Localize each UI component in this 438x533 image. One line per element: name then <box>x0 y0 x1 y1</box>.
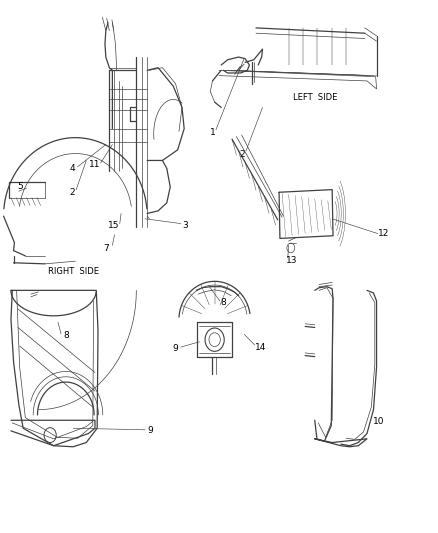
Text: 13: 13 <box>286 256 298 265</box>
Text: 5: 5 <box>17 182 22 191</box>
Text: 7: 7 <box>103 244 109 253</box>
Text: 11: 11 <box>89 160 101 169</box>
Text: RIGHT  SIDE: RIGHT SIDE <box>48 268 99 276</box>
Text: 2: 2 <box>69 188 75 197</box>
Text: 15: 15 <box>108 221 120 230</box>
Text: 2: 2 <box>240 150 245 159</box>
Text: 4: 4 <box>69 164 75 173</box>
Text: LEFT  SIDE: LEFT SIDE <box>293 93 337 102</box>
Text: 9: 9 <box>173 344 178 353</box>
Text: 3: 3 <box>182 221 188 230</box>
Text: 8: 8 <box>63 331 69 340</box>
Text: 14: 14 <box>254 343 266 352</box>
Text: 9: 9 <box>147 426 153 435</box>
Text: 8: 8 <box>220 298 226 307</box>
Text: 1: 1 <box>210 128 215 138</box>
Text: 12: 12 <box>378 229 389 238</box>
Text: 10: 10 <box>374 417 385 426</box>
